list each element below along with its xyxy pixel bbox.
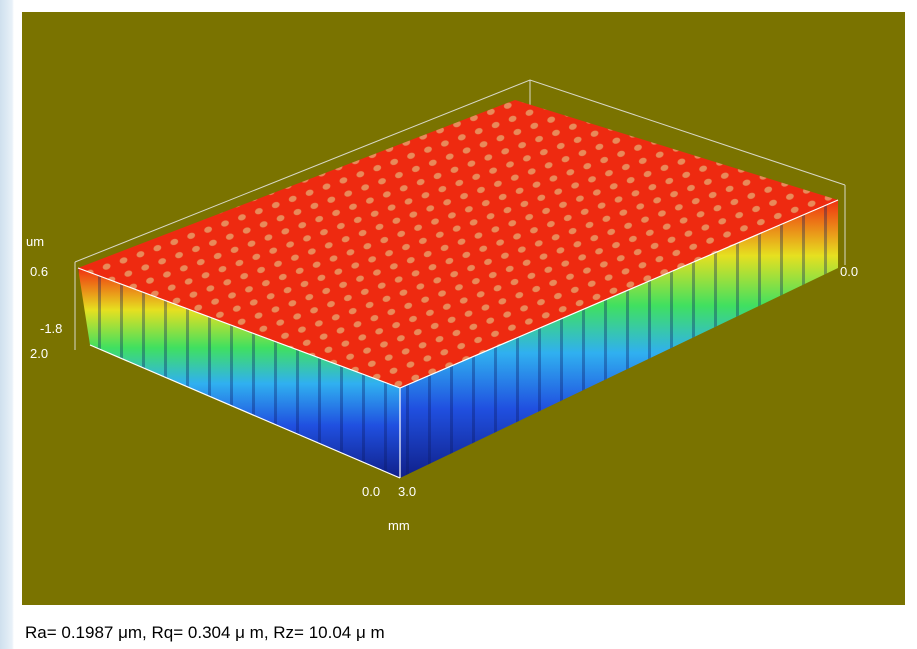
z-max: 0.6 [30, 264, 48, 279]
z-unit: um [26, 234, 44, 249]
y-end: 2.0 [30, 346, 48, 361]
figure: um 0.6 -1.8 2.0 0.0 0.0 3.0 mm Ra= 0.198… [0, 0, 917, 649]
x-right: 0.0 [840, 264, 858, 279]
x-end: 3.0 [398, 484, 416, 499]
z-min: -1.8 [40, 321, 62, 336]
caption: Ra= 0.1987 μm, Rq= 0.304 μ m, Rz= 10.04 … [25, 623, 385, 642]
surface-plot: um 0.6 -1.8 2.0 0.0 0.0 3.0 mm Ra= 0.198… [0, 0, 917, 649]
x-unit: mm [388, 518, 410, 533]
x-start: 0.0 [362, 484, 380, 499]
